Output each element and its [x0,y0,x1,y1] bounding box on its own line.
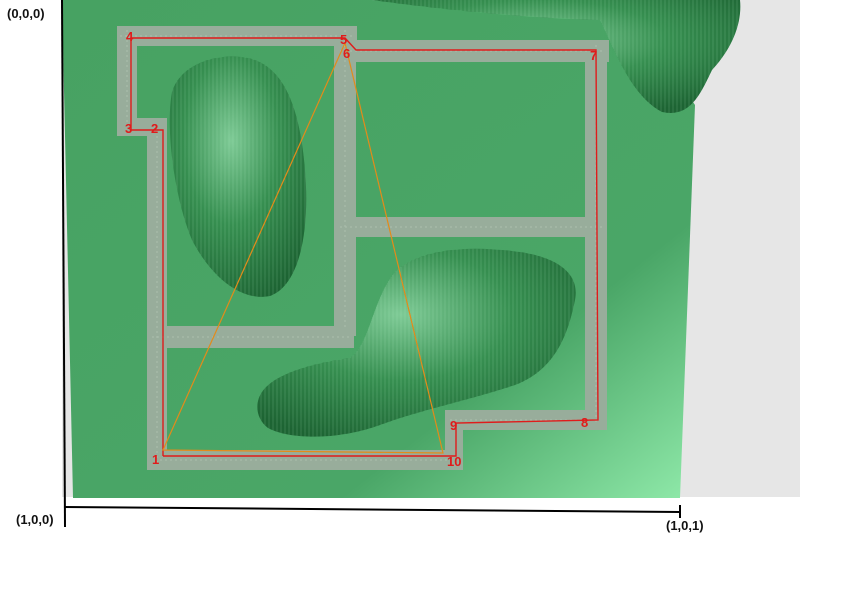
point-label: 1 [152,452,159,467]
point-label: 3 [125,121,132,136]
point-labels: 1 2 3 4 5 6 7 8 9 10 [125,29,597,469]
point-label: 8 [581,415,588,430]
point-label: 10 [447,454,461,469]
point-label: 6 [343,46,350,61]
point-label: 4 [126,29,134,44]
point-label: 7 [590,48,597,63]
red-path [130,37,599,457]
origin-label: (0,0,0) [7,6,45,21]
hill-left [169,56,307,297]
hill-top-right [372,0,741,113]
point-label: 9 [450,418,457,433]
x-axis-end-label: (1,0,0) [16,512,54,527]
axes [61,0,681,528]
point-label: 2 [151,121,158,136]
point-label: 5 [340,32,347,47]
orange-triangle [162,41,444,454]
corner-label: (1,0,1) [666,518,704,533]
wall-texture [120,30,602,465]
